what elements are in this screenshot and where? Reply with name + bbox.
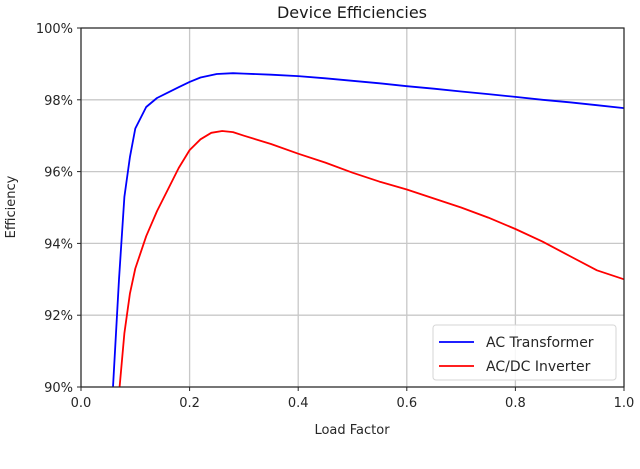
y-tick-label: 98% (44, 94, 73, 109)
legend-label: AC Transformer (486, 335, 594, 351)
x-axis-ticks: 0.0 0.2 0.4 0.6 0.8 1.0 (71, 387, 635, 411)
data-series (112, 72, 625, 388)
y-tick-label: 96% (44, 166, 73, 181)
y-tick-label: 92% (44, 309, 73, 324)
chart-title: Device Efficiencies (277, 3, 427, 22)
x-tick-label: 0.8 (505, 396, 526, 411)
y-axis-label: Efficiency (4, 175, 19, 238)
legend-label: AC/DC Inverter (486, 359, 591, 375)
x-tick-label: 0.4 (288, 396, 309, 411)
x-tick-label: 0.0 (71, 396, 92, 411)
y-tick-label: 90% (44, 381, 73, 396)
legend-box (432, 324, 617, 381)
y-tick-label: 100% (36, 22, 73, 37)
plot-frame (80, 27, 625, 388)
x-tick-label: 0.6 (396, 396, 417, 411)
series-line (112, 72, 625, 388)
x-tick-label: 1.0 (614, 396, 635, 411)
legend: AC Transformer AC/DC Inverter (432, 324, 617, 381)
series-line (118, 130, 625, 388)
x-tick-label: 0.2 (179, 396, 200, 411)
x-axis-label: Load Factor (314, 423, 390, 438)
y-axis-ticks: 90% 92% 94% 96% 98% 100% (36, 22, 81, 396)
y-tick-label: 94% (44, 237, 73, 252)
